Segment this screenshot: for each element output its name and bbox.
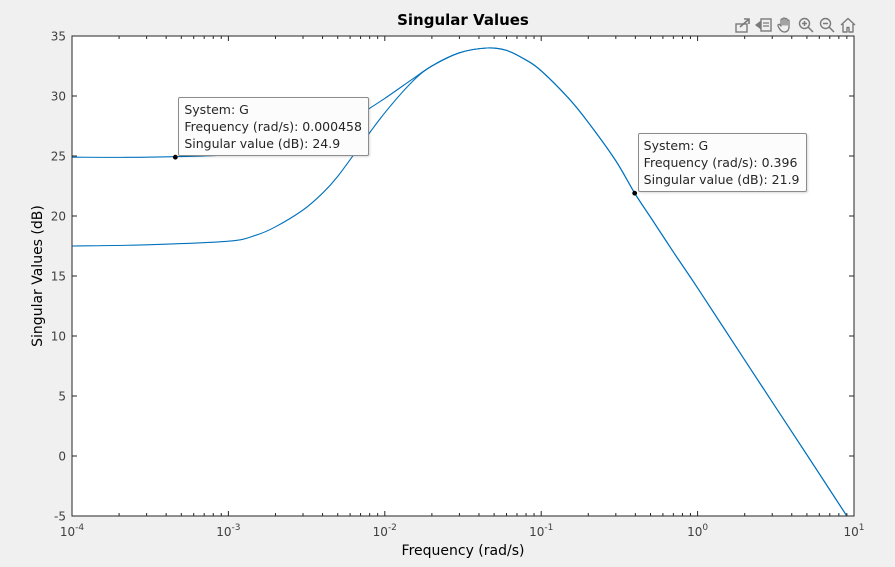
pan-button[interactable]: [775, 14, 795, 36]
y-tick-label: 20: [51, 210, 66, 224]
zoom-out-icon: [819, 17, 835, 33]
y-tick-label: 0: [58, 450, 66, 464]
y-tick-label: 10: [51, 330, 66, 344]
brush-icon: [755, 18, 772, 32]
brush-button[interactable]: [754, 14, 774, 36]
marker-layer: [172, 154, 638, 196]
home-icon: [840, 17, 856, 33]
pan-hand-icon: [777, 17, 790, 33]
tick-layer: -5 0 5 10 15 20 25 30 35 10-4 10-3 10-2 10-1 100 101: [51, 30, 865, 540]
datatip-box[interactable]: System: G Frequency (rad/s): 0.396 Singula…: [637, 133, 807, 193]
y-tick-label: 35: [51, 30, 66, 44]
axes-toolbar: [733, 14, 858, 36]
y-axis-label: Singular Values (dB): [30, 205, 46, 347]
zoom-in-button[interactable]: [796, 14, 816, 36]
x-tick-label: 100: [687, 523, 708, 539]
datatip-marker: [172, 154, 178, 160]
y-tick-label: 15: [51, 270, 66, 284]
y-tick-label: -5: [54, 510, 66, 524]
y-tick-label: 30: [51, 90, 66, 104]
zoom-out-button[interactable]: [817, 14, 837, 36]
x-tick-label: 10-3: [216, 523, 240, 539]
x-tick-label: 10-1: [529, 523, 553, 539]
x-axis-label: Frequency (rad/s): [402, 543, 525, 559]
datatip-line: Frequency (rad/s): 0.000458: [184, 119, 362, 135]
datatip-box[interactable]: System: G Frequency (rad/s): 0.000458 Sing…: [178, 97, 369, 157]
datatip-marker: [632, 190, 638, 196]
home-button[interactable]: [838, 14, 858, 36]
x-tick-label: 10-2: [373, 523, 397, 539]
y-tick-label: 25: [51, 150, 66, 164]
datatip-line: Singular value (dB): 24.9: [184, 136, 341, 152]
datatip-line: System: G: [643, 138, 709, 154]
y-tick-label: 5: [58, 390, 66, 404]
x-tick-label: 101: [843, 523, 864, 539]
datatip-line: Frequency (rad/s): 0.396: [643, 155, 798, 171]
export-icon: [735, 18, 750, 33]
chart-title: Singular Values: [397, 11, 529, 29]
export-button[interactable]: [733, 14, 753, 36]
datatip-line: System: G: [184, 102, 249, 118]
series-line-2: [71, 47, 848, 517]
datatip-line: Singular value (dB): 21.9: [643, 172, 800, 188]
zoom-in-icon: [798, 17, 814, 33]
x-tick-label: 10-4: [60, 523, 85, 539]
